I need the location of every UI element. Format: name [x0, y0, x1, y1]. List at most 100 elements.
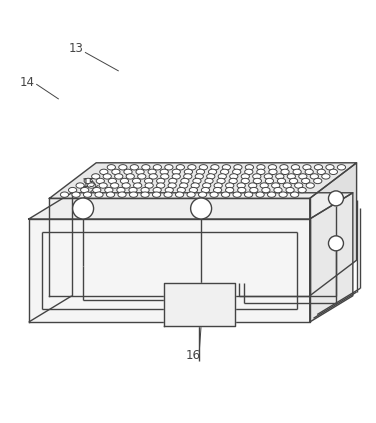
Ellipse shape — [244, 192, 253, 197]
Ellipse shape — [314, 165, 323, 170]
Ellipse shape — [226, 187, 234, 193]
Ellipse shape — [76, 183, 84, 188]
Ellipse shape — [138, 174, 146, 179]
Ellipse shape — [92, 187, 101, 193]
Ellipse shape — [303, 165, 311, 170]
Circle shape — [73, 198, 94, 219]
Ellipse shape — [83, 192, 92, 197]
Ellipse shape — [276, 174, 284, 179]
Ellipse shape — [108, 178, 117, 184]
Ellipse shape — [169, 178, 177, 184]
Text: 15: 15 — [81, 177, 96, 190]
Polygon shape — [164, 283, 235, 326]
Ellipse shape — [152, 192, 161, 197]
Polygon shape — [49, 163, 356, 198]
Ellipse shape — [153, 187, 161, 193]
Ellipse shape — [234, 165, 242, 170]
Ellipse shape — [322, 174, 330, 179]
Ellipse shape — [105, 187, 113, 193]
Ellipse shape — [141, 187, 149, 193]
Ellipse shape — [329, 169, 338, 175]
Ellipse shape — [100, 169, 108, 175]
Ellipse shape — [314, 178, 322, 184]
Ellipse shape — [281, 169, 289, 175]
Ellipse shape — [306, 183, 314, 188]
Ellipse shape — [233, 169, 241, 175]
Ellipse shape — [260, 183, 268, 188]
Ellipse shape — [103, 174, 111, 179]
Ellipse shape — [217, 178, 225, 184]
Ellipse shape — [84, 178, 92, 184]
Ellipse shape — [310, 174, 318, 179]
Ellipse shape — [221, 192, 230, 197]
Ellipse shape — [238, 187, 246, 193]
Ellipse shape — [214, 187, 222, 193]
Ellipse shape — [337, 165, 346, 170]
Ellipse shape — [160, 169, 168, 175]
Circle shape — [329, 236, 343, 251]
Ellipse shape — [207, 174, 215, 179]
Ellipse shape — [203, 183, 211, 188]
Ellipse shape — [265, 178, 274, 184]
Ellipse shape — [129, 187, 137, 193]
Ellipse shape — [218, 174, 226, 179]
Ellipse shape — [267, 192, 276, 197]
Ellipse shape — [256, 192, 264, 197]
Ellipse shape — [269, 169, 277, 175]
Ellipse shape — [164, 192, 172, 197]
Ellipse shape — [141, 192, 149, 197]
Ellipse shape — [72, 192, 80, 197]
Ellipse shape — [277, 178, 286, 184]
Ellipse shape — [305, 169, 313, 175]
Ellipse shape — [176, 192, 184, 197]
Ellipse shape — [199, 192, 207, 197]
Ellipse shape — [298, 187, 306, 193]
Ellipse shape — [253, 178, 261, 184]
Ellipse shape — [119, 165, 127, 170]
Ellipse shape — [111, 183, 119, 188]
Ellipse shape — [291, 192, 299, 197]
Polygon shape — [29, 193, 353, 219]
Ellipse shape — [250, 187, 258, 193]
Ellipse shape — [245, 169, 253, 175]
Ellipse shape — [291, 165, 300, 170]
Ellipse shape — [99, 183, 107, 188]
Ellipse shape — [189, 187, 197, 193]
Ellipse shape — [222, 165, 230, 170]
Ellipse shape — [132, 178, 141, 184]
Ellipse shape — [271, 183, 280, 188]
Ellipse shape — [130, 165, 138, 170]
Ellipse shape — [210, 192, 218, 197]
Ellipse shape — [195, 174, 203, 179]
Ellipse shape — [188, 165, 196, 170]
Polygon shape — [49, 198, 310, 296]
Ellipse shape — [241, 174, 249, 179]
Ellipse shape — [257, 169, 265, 175]
Ellipse shape — [233, 192, 241, 197]
Ellipse shape — [96, 178, 105, 184]
Ellipse shape — [172, 174, 180, 179]
Ellipse shape — [299, 174, 307, 179]
Ellipse shape — [168, 183, 176, 188]
Ellipse shape — [172, 169, 180, 175]
Ellipse shape — [129, 192, 138, 197]
Ellipse shape — [156, 183, 165, 188]
Ellipse shape — [245, 165, 253, 170]
Ellipse shape — [183, 174, 192, 179]
Ellipse shape — [290, 178, 298, 184]
Ellipse shape — [249, 183, 257, 188]
Ellipse shape — [148, 169, 156, 175]
Ellipse shape — [112, 169, 120, 175]
Ellipse shape — [61, 192, 69, 197]
Ellipse shape — [199, 165, 208, 170]
Ellipse shape — [165, 187, 173, 193]
Ellipse shape — [295, 183, 303, 188]
Ellipse shape — [120, 178, 129, 184]
Ellipse shape — [202, 187, 209, 193]
Ellipse shape — [229, 178, 237, 184]
Text: 16: 16 — [186, 349, 201, 362]
Text: 13: 13 — [68, 42, 83, 55]
Ellipse shape — [279, 192, 287, 197]
Ellipse shape — [153, 165, 161, 170]
Ellipse shape — [176, 165, 185, 170]
